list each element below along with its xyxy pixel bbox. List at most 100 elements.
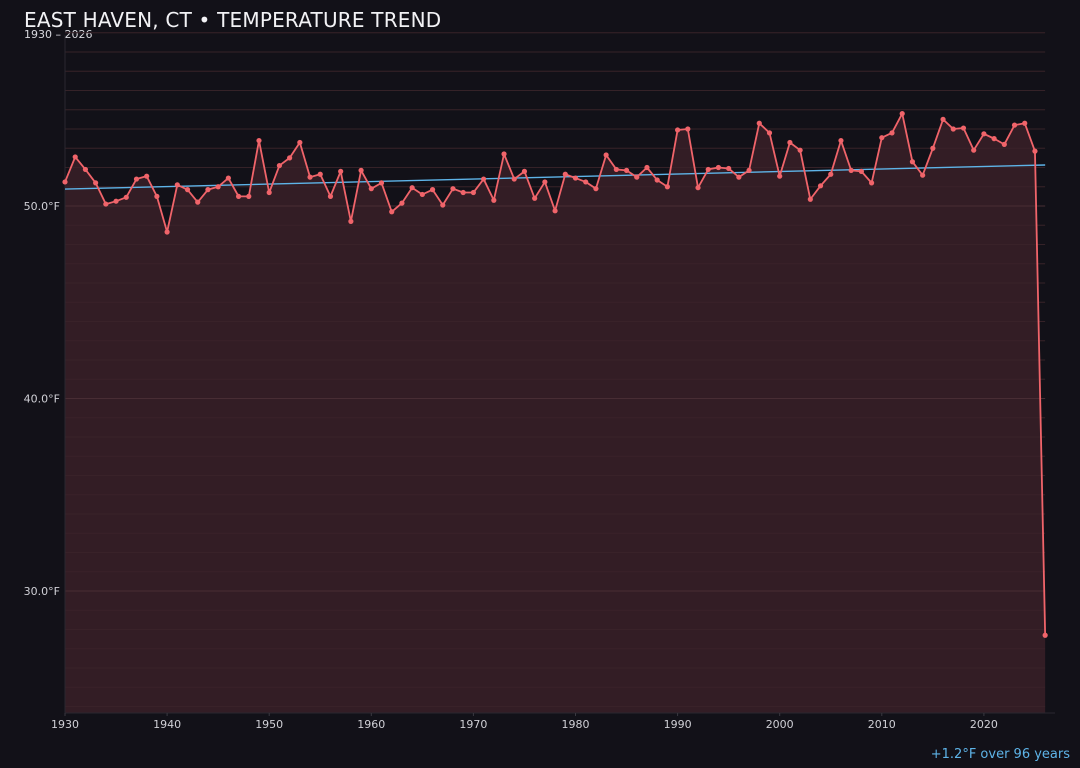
data-point — [368, 186, 374, 192]
data-point — [338, 168, 344, 174]
x-tick-label: 2000 — [766, 718, 794, 731]
data-point — [797, 147, 803, 153]
data-point — [82, 166, 89, 173]
data-point — [705, 166, 711, 173]
y-tick-label: 30.0°F — [24, 585, 60, 598]
data-point — [164, 229, 170, 235]
data-point — [868, 180, 875, 186]
data-point — [879, 135, 885, 141]
data-point — [552, 208, 558, 214]
data-point — [246, 193, 252, 199]
data-point — [777, 173, 783, 179]
data-point — [695, 185, 701, 191]
data-point — [971, 147, 977, 153]
data-point — [195, 199, 201, 205]
data-point — [123, 194, 129, 200]
data-point — [1001, 141, 1007, 147]
data-point — [613, 166, 619, 173]
data-point — [634, 174, 640, 180]
data-point — [93, 180, 99, 186]
x-tick-label: 1960 — [357, 718, 385, 731]
data-point — [62, 179, 68, 185]
data-point — [572, 175, 579, 181]
x-tick-label: 2010 — [868, 718, 896, 731]
data-point — [623, 167, 630, 173]
x-tick-label: 1930 — [51, 718, 79, 731]
data-point — [746, 167, 752, 173]
data-point — [450, 186, 456, 192]
data-point — [940, 116, 946, 122]
data-point — [920, 172, 926, 178]
data-point — [950, 126, 956, 132]
data-point — [736, 174, 742, 180]
data-point — [307, 174, 313, 180]
data-point — [562, 171, 568, 177]
data-point — [675, 127, 681, 133]
x-tick-label: 1950 — [255, 718, 283, 731]
data-point — [889, 130, 895, 136]
data-point — [542, 179, 548, 185]
data-point — [930, 145, 936, 151]
data-point — [184, 187, 191, 193]
x-axis-ticks: 1930 1940 1950 1960 1970 1980 1990 2000 2010 2020 — [51, 713, 998, 731]
data-point — [583, 179, 589, 185]
data-point — [1042, 632, 1048, 638]
data-point — [72, 154, 78, 160]
chart-subtitle: 1930 – 2026 — [24, 28, 93, 41]
data-point — [358, 167, 364, 173]
temperature-area — [65, 113, 1046, 714]
data-point — [389, 209, 395, 215]
data-point — [266, 189, 272, 196]
data-point — [726, 165, 732, 172]
data-point — [715, 164, 722, 171]
data-point — [817, 183, 824, 189]
data-point — [664, 184, 670, 190]
data-point — [991, 136, 997, 142]
data-point — [481, 176, 487, 182]
data-point — [470, 189, 476, 196]
data-point — [848, 167, 854, 173]
data-point — [154, 193, 160, 199]
data-point — [429, 187, 436, 193]
data-point — [1011, 122, 1018, 128]
data-point — [103, 201, 109, 207]
data-point — [511, 176, 517, 182]
data-point — [960, 125, 967, 131]
data-point — [787, 139, 793, 146]
data-point — [1022, 120, 1028, 126]
x-tick-label: 1970 — [459, 718, 487, 731]
data-point — [654, 177, 660, 183]
data-point — [225, 175, 231, 181]
data-point — [378, 180, 385, 186]
data-point — [1032, 148, 1038, 154]
data-point — [205, 187, 211, 193]
data-point — [440, 202, 446, 208]
data-point — [256, 137, 262, 144]
data-point — [644, 164, 650, 171]
data-point — [756, 120, 762, 126]
data-point — [501, 151, 507, 157]
data-point — [981, 131, 987, 137]
data-point — [409, 185, 415, 191]
data-point — [399, 200, 405, 206]
data-point — [276, 162, 283, 169]
y-tick-label: 50.0°F — [24, 200, 60, 213]
data-point — [858, 168, 864, 174]
data-point — [909, 159, 916, 165]
data-point — [113, 198, 119, 204]
trend-line — [64, 164, 1046, 190]
data-point — [766, 130, 773, 136]
data-point — [899, 111, 905, 117]
data-point — [144, 173, 150, 179]
data-point — [348, 218, 354, 224]
y-axis-ticks: 30.0°F 40.0°F 50.0°F — [24, 200, 60, 598]
gridlines-overlay — [65, 32, 1046, 707]
data-point — [317, 171, 323, 177]
data-point — [460, 189, 466, 196]
data-point — [491, 197, 497, 203]
data-point — [532, 195, 538, 201]
data-point — [419, 191, 425, 198]
data-point — [174, 182, 180, 188]
x-tick-label: 2020 — [970, 718, 998, 731]
